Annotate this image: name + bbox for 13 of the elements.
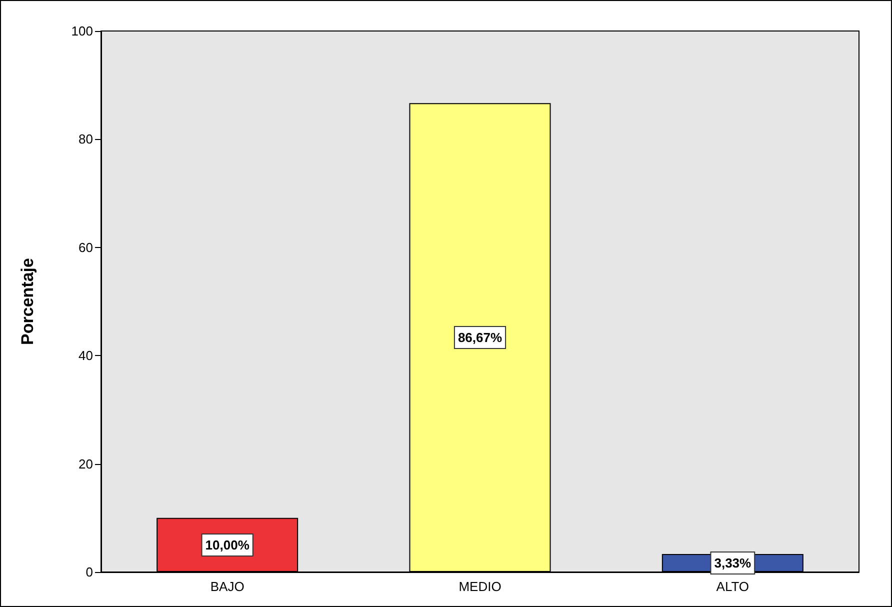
data-label: 3,33% [714, 555, 752, 570]
y-tick-label: 100 [71, 24, 93, 38]
x-tick-label: BAJO [210, 579, 244, 594]
y-tick-label: 80 [78, 132, 93, 147]
y-tick-label: 20 [78, 456, 93, 472]
y-tick-label: 0 [86, 564, 93, 580]
y-tick-label: 40 [78, 348, 93, 364]
data-label: 10,00% [205, 537, 250, 552]
x-tick-label: ALTO [716, 579, 750, 594]
x-tick-label: MEDIO [458, 579, 502, 594]
y-axis-title: Porcentaje [18, 258, 37, 345]
data-label: 86,67% [458, 330, 502, 346]
y-tick-label: 60 [78, 240, 93, 255]
